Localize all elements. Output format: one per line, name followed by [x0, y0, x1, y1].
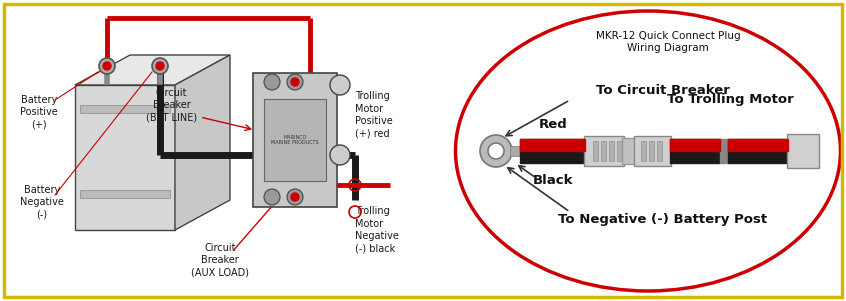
Bar — [720, 139, 728, 163]
Text: To Negative (-) Battery Post: To Negative (-) Battery Post — [558, 213, 767, 226]
Bar — [670, 139, 720, 151]
Bar — [510, 146, 520, 156]
Bar — [80, 190, 170, 198]
FancyBboxPatch shape — [622, 138, 636, 164]
Text: Trolling
Motor
Negative
(-) black: Trolling Motor Negative (-) black — [355, 206, 398, 254]
Circle shape — [330, 145, 350, 165]
Bar — [609, 141, 614, 161]
Circle shape — [291, 78, 299, 86]
Text: Black: Black — [533, 173, 574, 187]
Circle shape — [291, 193, 299, 201]
Bar — [617, 141, 622, 161]
Text: To Trolling Motor: To Trolling Motor — [667, 94, 794, 107]
Text: MKR-12 Quick Connect Plug
Wiring Diagram: MKR-12 Quick Connect Plug Wiring Diagram — [596, 31, 740, 53]
FancyBboxPatch shape — [584, 136, 624, 166]
Circle shape — [264, 189, 280, 205]
Bar — [593, 141, 598, 161]
Bar — [657, 141, 662, 161]
Text: Trolling
Motor
Positive
(+) red: Trolling Motor Positive (+) red — [355, 92, 393, 138]
FancyBboxPatch shape — [253, 73, 337, 207]
Circle shape — [330, 75, 350, 95]
Bar — [641, 141, 646, 161]
Bar — [728, 139, 788, 151]
Circle shape — [480, 135, 512, 167]
Polygon shape — [75, 55, 230, 85]
FancyBboxPatch shape — [634, 136, 671, 166]
Polygon shape — [175, 55, 230, 230]
Text: Circuit
Breaker
(BAT LINE): Circuit Breaker (BAT LINE) — [146, 88, 197, 123]
Bar — [728, 139, 788, 163]
Text: Circuit
Breaker
(AUX LOAD): Circuit Breaker (AUX LOAD) — [191, 243, 249, 278]
Circle shape — [287, 189, 303, 205]
Bar — [520, 139, 585, 163]
Circle shape — [264, 74, 280, 90]
Circle shape — [152, 58, 168, 74]
FancyBboxPatch shape — [787, 134, 819, 168]
Bar — [670, 139, 720, 163]
Polygon shape — [75, 85, 175, 230]
Text: Battery
Positive
(+): Battery Positive (+) — [20, 95, 58, 130]
FancyBboxPatch shape — [264, 99, 326, 181]
Text: Battery
Negative
(-): Battery Negative (-) — [20, 185, 64, 220]
Bar — [601, 141, 606, 161]
Text: To Circuit Breaker: To Circuit Breaker — [596, 83, 730, 97]
Circle shape — [488, 143, 504, 159]
Circle shape — [103, 62, 111, 70]
Circle shape — [99, 58, 115, 74]
Circle shape — [287, 74, 303, 90]
Bar — [80, 105, 170, 113]
Circle shape — [156, 62, 164, 70]
Bar — [649, 141, 654, 161]
Text: MARINCO
MARINE PRODUCTS: MARINCO MARINE PRODUCTS — [272, 135, 319, 145]
Text: Red: Red — [539, 119, 568, 132]
Bar — [520, 139, 585, 151]
